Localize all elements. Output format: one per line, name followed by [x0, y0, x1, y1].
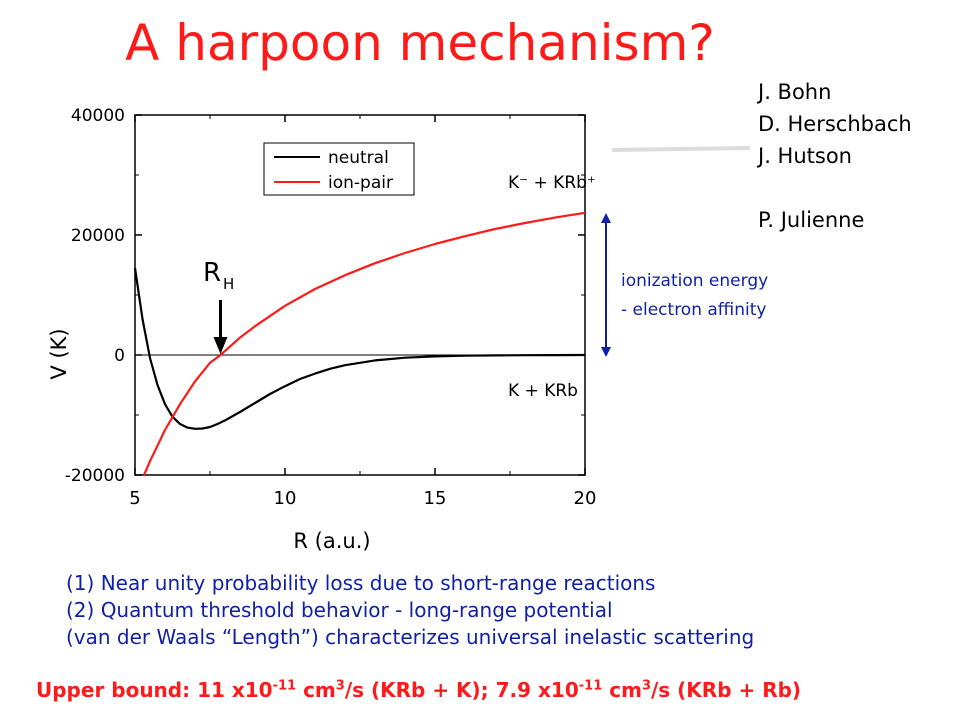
faint-divider: [611, 146, 751, 152]
upper-bound-text: Upper bound: 11 x10-11 cm3/s (KRb + K); …: [36, 678, 801, 702]
bound-exp-1: -11: [272, 678, 297, 694]
author-2: D. Herschbach: [758, 112, 912, 136]
x-tick-label: 20: [574, 488, 597, 509]
author-1: J. Bohn: [758, 80, 832, 104]
y-tick-label: 40000: [71, 106, 125, 126]
potential-chart: 5 10 15 20 -20000 0 20000 40000 neutral ion-pai…: [47, 106, 768, 553]
legend-label-ion-pair: ion-pair: [328, 173, 393, 193]
y-axis-label: V (K): [47, 328, 71, 379]
author-3: J. Hutson: [758, 144, 852, 168]
note-2: (2) Quantum threshold behavior - long-ra…: [66, 598, 613, 622]
legend-label-neutral: neutral: [328, 148, 389, 168]
y-tick-label: -20000: [65, 466, 125, 486]
slide-title: A harpoon mechanism?: [125, 14, 715, 72]
author-4: P. Julienne: [758, 208, 865, 232]
bound-prefix: Upper bound: 11 x10: [36, 678, 273, 702]
ie-label-line2: - electron affinity: [621, 300, 766, 320]
bound-exp-2: 3: [335, 678, 345, 694]
y-tick-label: 20000: [71, 226, 125, 246]
note-1: (1) Near unity probability loss due to s…: [66, 571, 656, 595]
rh-arrowhead: [213, 337, 228, 354]
lower-asymptote-label: K + KRb: [508, 381, 578, 401]
y-tick-label: 0: [114, 346, 125, 366]
upper-asymptote-label: K⁻ + KRb⁺: [508, 173, 596, 193]
rh-label: R: [203, 258, 221, 288]
bound-exp-4: 3: [641, 678, 651, 694]
rh-subscript: H: [223, 275, 234, 293]
bound-mid-3: cm: [602, 678, 642, 702]
x-tick-label: 15: [424, 488, 447, 509]
notes-block: (1) Near unity probability loss due to s…: [66, 570, 754, 651]
x-tick-label: 10: [274, 488, 297, 509]
note-3: (van der Waals “Length”) characterizes u…: [66, 625, 755, 649]
ie-label-line1: ionization energy: [621, 271, 768, 291]
x-tick-label: 5: [129, 488, 140, 509]
series-ion-pair-line: [142, 211, 586, 476]
bound-exp-3: -11: [578, 678, 603, 694]
bound-mid-2: /s (KRb + K); 7.9 x10: [344, 678, 579, 702]
bound-suffix: /s (KRb + Rb): [650, 678, 802, 702]
legend-box: [263, 142, 415, 196]
x-axis-label: R (a.u.): [293, 529, 370, 553]
series-neutral-line: [133, 267, 586, 430]
bound-mid-1: cm: [296, 678, 336, 702]
author-list: J. Bohn D. Herschbach J. Hutson P. Julie…: [758, 76, 912, 236]
legend: neutral ion-pair: [263, 142, 415, 196]
